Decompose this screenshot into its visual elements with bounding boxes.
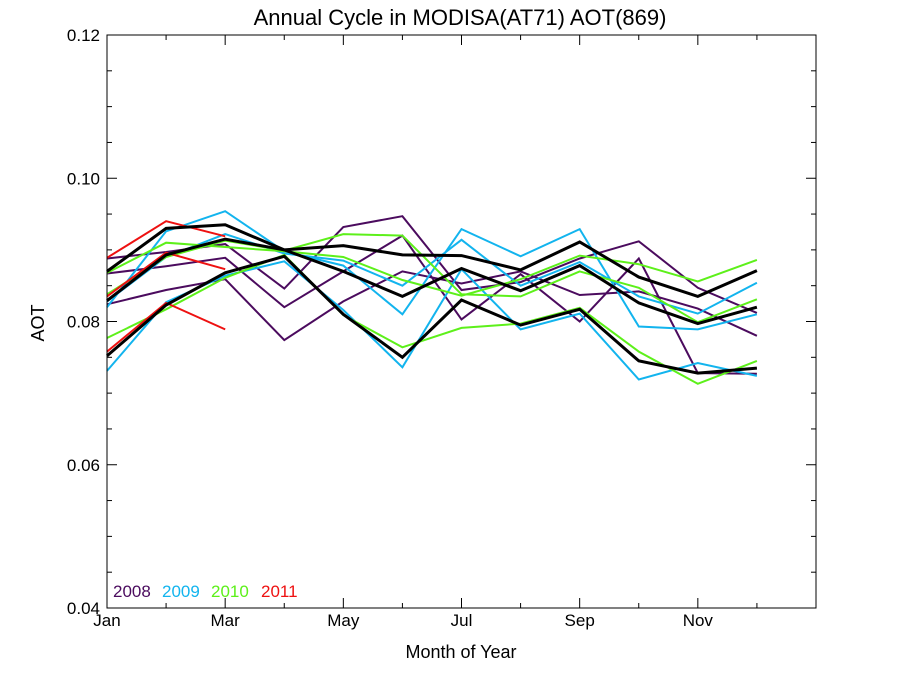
y-axis-label: AOT	[28, 304, 48, 341]
series-line-6	[106, 233, 758, 315]
legend-item-2010: 2010	[211, 582, 249, 601]
x-tick-label: Jan	[93, 611, 120, 630]
series-line-7	[106, 253, 758, 385]
series-line-9	[106, 241, 758, 297]
y-tick-label: 0.04	[67, 599, 100, 618]
x-tick-label: May	[327, 611, 360, 630]
series-layer	[106, 210, 758, 385]
x-tick-label: Sep	[565, 611, 595, 630]
series-line-15	[106, 223, 758, 299]
series-line-14	[106, 237, 758, 326]
x-axis-label: Month of Year	[405, 642, 516, 662]
legend: 2008 2009 2010 2011	[113, 582, 298, 601]
y-tick-label: 0.08	[67, 313, 100, 332]
series-line-12	[106, 220, 226, 259]
series-line-11	[106, 251, 226, 298]
series-line-8	[106, 233, 758, 324]
legend-item-2008: 2008	[113, 582, 151, 601]
y-tick-label: 0.12	[67, 26, 100, 45]
chart-title: Annual Cycle in MODISA(AT71) AOT(869)	[254, 5, 667, 30]
x-tick-label: Mar	[211, 611, 241, 630]
ticks-layer: Jan Mar May Jul Sep Nov 0.04 0.06 0.08 0.10 0.12	[67, 26, 817, 630]
y-tick-label: 0.06	[67, 456, 100, 475]
legend-item-2011: 2011	[261, 582, 298, 601]
series-line-4	[106, 260, 758, 381]
x-tick-label: Nov	[683, 611, 714, 630]
legend-item-2009: 2009	[162, 582, 200, 601]
series-line-13	[106, 254, 758, 375]
series-line-10	[106, 301, 226, 353]
y-tick-label: 0.10	[67, 169, 100, 188]
x-tick-label: Jul	[451, 611, 473, 630]
series-line-5	[106, 210, 758, 331]
